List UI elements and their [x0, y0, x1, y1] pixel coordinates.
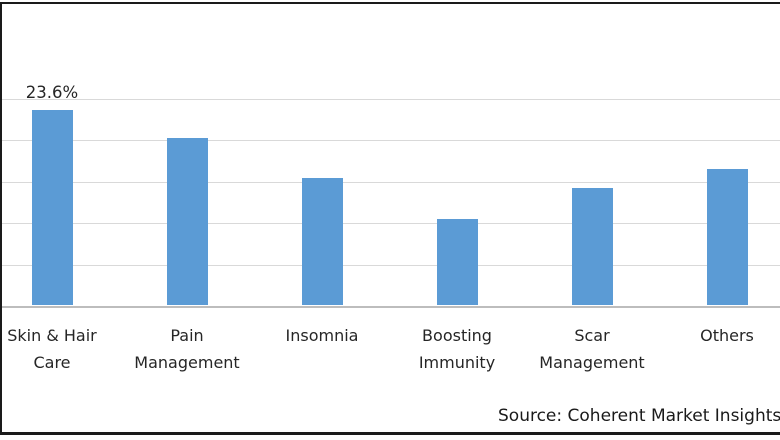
bar — [301, 178, 343, 305]
gridline — [2, 98, 780, 100]
gridline — [2, 140, 780, 141]
bar — [436, 218, 478, 305]
chart-frame-border-top — [0, 2, 780, 4]
bar — [706, 169, 748, 305]
source-attribution: Source: Coherent Market Insights — [498, 406, 780, 426]
bar — [31, 110, 73, 305]
x-axis-line — [2, 306, 780, 308]
gridline — [2, 264, 780, 266]
x-axis-label: Pain Management — [134, 326, 240, 372]
bar — [166, 137, 208, 305]
chart-frame-border-bottom — [0, 432, 780, 435]
x-axis-label: Skin & Hair Care — [7, 326, 97, 372]
x-axis-label: Boosting Immunity — [418, 326, 496, 372]
gridline — [2, 181, 780, 183]
bar — [571, 188, 613, 305]
x-axis-label: Others — [700, 326, 754, 345]
gridline — [2, 223, 780, 224]
x-axis-label: Scar Management — [539, 326, 645, 372]
bar-data-label: 23.6% — [25, 83, 79, 103]
x-axis-label: Insomnia — [285, 326, 359, 345]
chart-frame-border-left — [0, 2, 2, 435]
